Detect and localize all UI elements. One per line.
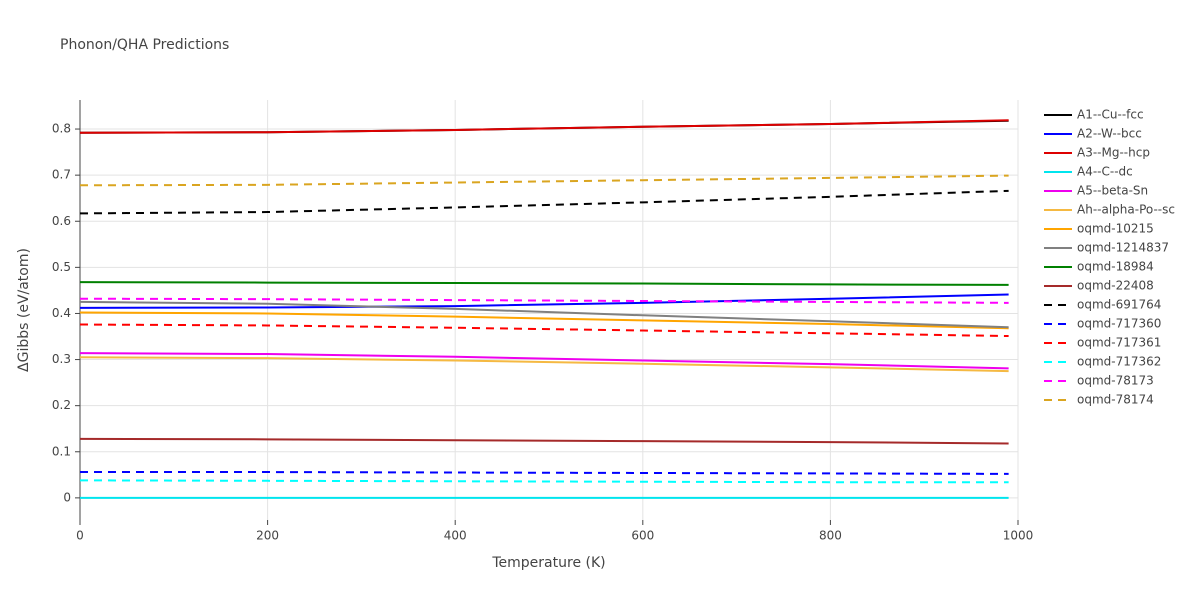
x-tick-label: 0 [76, 529, 84, 543]
legend-item[interactable]: oqmd-691764 [1044, 298, 1161, 312]
series-line [80, 471, 1009, 475]
series-line [79, 300, 1009, 329]
legend-item[interactable]: A1--Cu--fcc [1044, 108, 1144, 122]
legend-label: oqmd-717362 [1077, 355, 1161, 369]
series-line [79, 356, 1009, 373]
legend-label: A2--W--bcc [1077, 127, 1142, 141]
series-line [79, 437, 1009, 445]
series-line [79, 174, 1009, 187]
y-tick-label: 0.4 [52, 306, 71, 320]
series-line [79, 297, 1009, 304]
series-line [79, 281, 1009, 286]
y-axis-title: ΔGibbs (eV/atom) [16, 248, 32, 372]
series-line [79, 293, 1009, 309]
x-tick-label: 200 [256, 529, 279, 543]
legend-label: oqmd-18984 [1077, 260, 1154, 274]
y-tick-label: 0.3 [52, 352, 71, 366]
legend-item[interactable]: A3--Mg--hcp [1044, 146, 1150, 160]
x-tick-label: 1000 [1003, 529, 1034, 543]
series-line [79, 352, 1009, 370]
series-line [79, 119, 1009, 134]
series-line [79, 311, 1009, 330]
series-line [79, 189, 1009, 215]
legend-item[interactable]: oqmd-1214837 [1044, 241, 1169, 255]
legend-item[interactable]: oqmd-78174 [1044, 393, 1154, 407]
series-line [79, 323, 1009, 338]
legend-item[interactable]: A2--W--bcc [1044, 127, 1142, 141]
legend-item[interactable]: oqmd-18984 [1044, 260, 1154, 274]
legend-item[interactable]: A5--beta-Sn [1044, 184, 1148, 198]
legend-item[interactable]: oqmd-22408 [1044, 279, 1154, 293]
legend-label: oqmd-717360 [1077, 317, 1161, 331]
legend-label: A5--beta-Sn [1077, 184, 1148, 198]
legend-label: oqmd-78174 [1077, 393, 1154, 407]
legend-label: oqmd-1214837 [1077, 241, 1169, 255]
y-tick-label: 0 [63, 490, 71, 504]
legend-label: Ah--alpha-Po--sc [1077, 203, 1175, 217]
legend-item[interactable]: oqmd-717361 [1044, 336, 1161, 350]
legend-label: A3--Mg--hcp [1077, 146, 1150, 160]
y-tick-label: 0.5 [52, 260, 71, 274]
legend: A1--Cu--fcc A2--W--bcc A3--Mg--hcp A4--C--d… [1044, 108, 1175, 407]
y-tick-label: 0.2 [52, 398, 71, 412]
legend-label: oqmd-22408 [1077, 279, 1154, 293]
x-tick-label: 600 [631, 529, 654, 543]
chart-title: Phonon/QHA Predictions [60, 37, 229, 53]
x-tick-label: 400 [444, 529, 467, 543]
legend-label: oqmd-10215 [1077, 222, 1154, 236]
legend-item[interactable]: oqmd-10215 [1044, 222, 1154, 236]
legend-label: A1--Cu--fcc [1077, 108, 1144, 122]
plot-area [79, 119, 1009, 499]
legend-label: oqmd-717361 [1077, 336, 1161, 350]
y-tick-label: 0.6 [52, 214, 71, 228]
x-axis-title: Temperature (K) [491, 555, 605, 571]
y-tick-label: 0.7 [52, 168, 71, 182]
legend-label: oqmd-691764 [1077, 298, 1161, 312]
grid: 0 200 400 600 800 1000 0 0.1 0.2 0.3 0.4 0.5 0.6 0.7 0… [52, 100, 1033, 543]
y-tick-label: 0.8 [52, 122, 71, 136]
x-tick-label: 800 [819, 529, 842, 543]
legend-item[interactable]: oqmd-717360 [1044, 317, 1161, 331]
legend-label: A4--C--dc [1077, 165, 1133, 179]
legend-label: oqmd-78173 [1077, 374, 1154, 388]
y-tick-label: 0.1 [52, 444, 71, 458]
legend-item[interactable]: oqmd-78173 [1044, 374, 1154, 388]
legend-item[interactable]: Ah--alpha-Po--sc [1044, 203, 1175, 217]
legend-item[interactable]: A4--C--dc [1044, 165, 1133, 179]
legend-item[interactable]: oqmd-717362 [1044, 355, 1161, 369]
series-line [79, 479, 1009, 484]
